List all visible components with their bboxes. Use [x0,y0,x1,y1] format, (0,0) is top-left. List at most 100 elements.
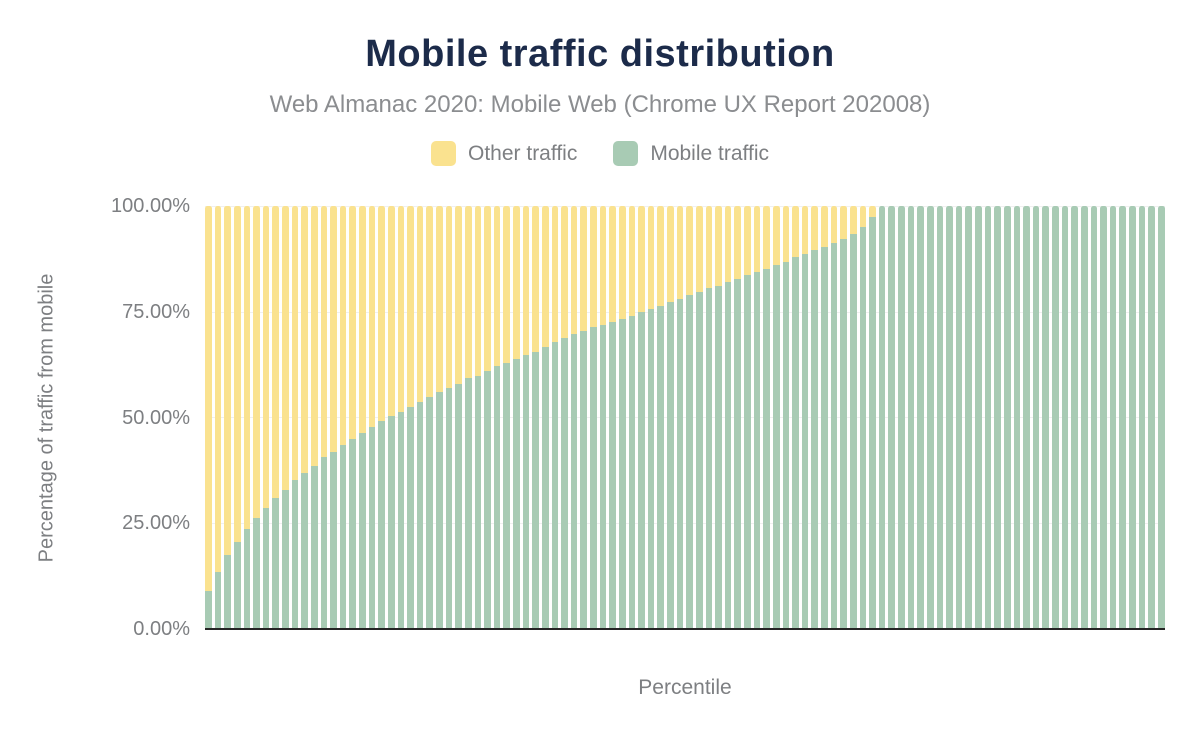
stacked-bar [1148,206,1155,629]
stacked-bar [734,206,742,629]
stacked-bar [782,206,790,629]
mobile-traffic-segment [570,334,578,629]
other-traffic-segment [753,206,761,272]
mobile-traffic-segment [205,591,212,629]
legend-item-mobile-traffic[interactable]: Mobile traffic [613,141,769,166]
legend-swatch-mobile-traffic [613,141,639,166]
other-traffic-segment [541,206,549,348]
stacked-bar [1023,206,1030,629]
stacked-bar [618,206,626,629]
stacked-bar [965,206,973,629]
other-traffic-segment [580,206,588,331]
chart-title: Mobile traffic distribution [365,33,835,75]
mobile-traffic-segment [262,507,270,629]
y-axis-title: Percentage of traffic from mobile [35,273,58,563]
stacked-bar [1061,206,1069,629]
stacked-bar [859,206,867,629]
stacked-bar [339,206,347,629]
stacked-bar [609,206,616,629]
mobile-traffic-segment [551,342,559,629]
x-axis-title: Percentile [638,676,732,699]
other-traffic-segment [407,206,414,408]
mobile-traffic-segment [917,206,924,629]
other-traffic-segment [493,206,501,366]
other-traffic-segment [445,206,453,389]
legend-label-mobile-traffic: Mobile traffic [650,141,769,165]
mobile-traffic-segment [994,206,1001,629]
stacked-bar [580,206,588,629]
other-traffic-segment [243,206,251,530]
other-traffic-segment [686,206,693,295]
other-traffic-segment [436,206,443,393]
mobile-traffic-segment [445,388,453,629]
stacked-bar [628,206,636,629]
mobile-traffic-segment [907,206,915,629]
mobile-traffic-segment [888,206,896,629]
stacked-bar [1109,206,1117,629]
other-traffic-segment [253,206,260,518]
mobile-traffic-segment [349,439,357,629]
other-traffic-segment [744,206,751,275]
stacked-bar [359,206,366,629]
mobile-traffic-segment [484,370,491,629]
other-traffic-segment [416,206,424,402]
stacked-bar [1080,206,1088,629]
gridline-50 [205,417,1165,418]
mobile-traffic-segment [359,433,366,629]
mobile-traffic-segment [975,206,982,629]
mobile-traffic-segment [695,291,703,629]
stacked-bar [811,206,819,629]
other-traffic-segment [782,206,790,262]
other-traffic-segment [397,206,405,412]
stacked-bar [349,206,357,629]
stacked-bar [320,206,328,629]
stacked-bar [205,206,212,629]
other-traffic-segment [772,206,780,265]
stacked-bar [464,206,472,629]
stacked-bar [753,206,761,629]
mobile-traffic-segment [1061,206,1069,629]
stacked-bar [1138,206,1146,629]
y-tick-label-0: 0.00% [133,618,190,640]
y-tick-label-50: 50.00% [122,407,190,429]
stacked-bar [436,206,443,629]
stacked-bar [907,206,915,629]
mobile-traffic-segment [493,365,501,629]
stacked-bar [272,206,280,629]
other-traffic-segment [368,206,376,428]
mobile-traffic-segment [464,378,472,629]
other-traffic-segment [609,206,616,323]
mobile-traffic-segment [1023,206,1030,629]
mobile-traffic-segment [936,206,944,629]
stacked-bar [532,206,539,629]
mobile-traffic-segment [878,206,886,629]
stacked-bar [898,206,905,629]
mobile-traffic-segment [792,257,799,629]
legend-item-other-traffic[interactable]: Other traffic [431,141,577,166]
stacked-bar [946,206,953,629]
mobile-traffic-segment [965,206,973,629]
mobile-traffic-segment [397,411,405,629]
other-traffic-segment [320,206,328,458]
other-traffic-segment [628,206,636,316]
other-traffic-segment [695,206,703,292]
plot-area [205,206,1165,630]
y-tick-label-75: 75.00% [122,301,190,323]
mobile-traffic-segment [840,238,847,629]
mobile-traffic-segment [1109,206,1117,629]
other-traffic-segment [667,206,674,302]
other-traffic-segment [378,206,385,421]
other-traffic-segment [205,206,212,592]
stacked-bar [830,206,838,629]
mobile-traffic-segment [416,401,424,629]
other-traffic-segment [811,206,819,250]
stacked-bar [407,206,414,629]
stacked-bar [936,206,944,629]
stacked-bar [657,206,665,629]
stacked-bar [695,206,703,629]
stacked-bar [792,206,799,629]
mobile-traffic-segment [513,359,520,629]
mobile-traffic-segment [561,338,568,629]
stacked-bar [888,206,896,629]
other-traffic-segment [522,206,530,355]
